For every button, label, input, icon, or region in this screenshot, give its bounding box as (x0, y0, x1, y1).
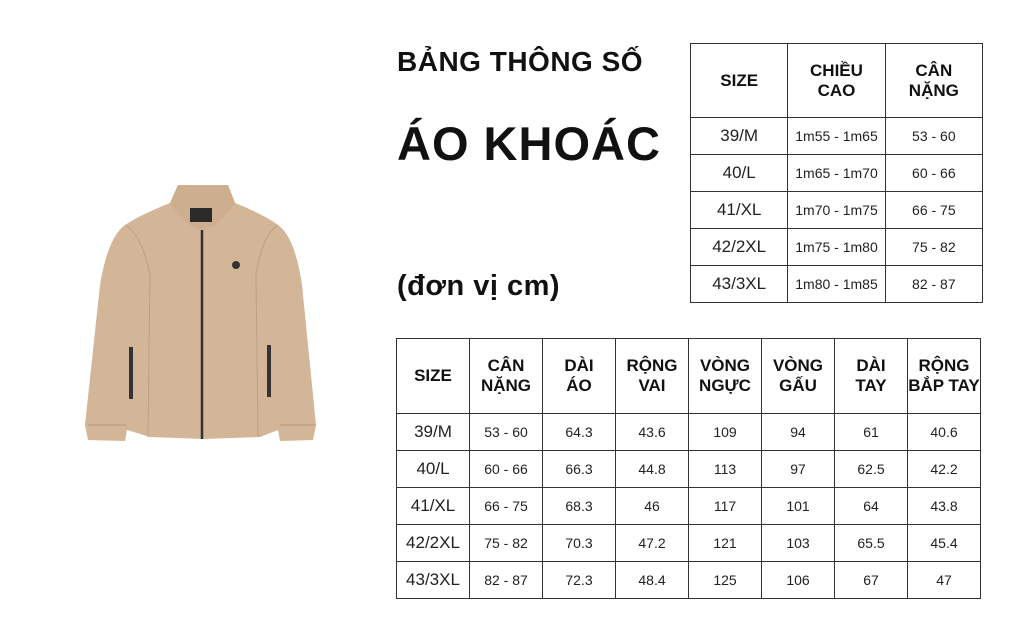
value-cell: 94 (761, 413, 835, 451)
value-cell: 60 - 66 (884, 154, 984, 192)
size-cell: 43/3XL (689, 265, 789, 303)
value-cell: 43.8 (907, 487, 981, 525)
value-cell: 101 (761, 487, 835, 525)
header-label: CÂN NẶNG (480, 356, 532, 395)
table-row: 42/2XL 75 - 82 70.3 47.2 121 103 65.5 45.4 (396, 524, 981, 562)
value-cell: 66.3 (542, 450, 616, 488)
header-label: DÀI ÁO (564, 356, 594, 395)
value-cell: 68.3 (542, 487, 616, 525)
value-cell: 45.4 (907, 524, 981, 562)
header-label: RỘNG VAI (626, 356, 678, 395)
header-label: VÒNG NGỰC (699, 356, 751, 395)
value-cell: 113 (688, 450, 762, 488)
value-cell: 62.5 (834, 450, 908, 488)
header-cell: RỘNG BẮP TAY (907, 338, 981, 414)
value-cell: 82 - 87 (884, 265, 984, 303)
header-height: CHIỀU CAO (787, 43, 886, 118)
header-label: RỘNG BẮP TAY (908, 356, 980, 395)
size-cell: 42/2XL (689, 228, 789, 266)
value-cell: 64 (834, 487, 908, 525)
header-cell: VÒNG NGỰC (688, 338, 762, 414)
title-size-chart: BẢNG THÔNG SỐ (397, 46, 644, 77)
value-cell: 53 - 60 (469, 413, 543, 451)
value-cell: 1m70 - 1m75 (787, 191, 886, 229)
size-cell: 39/M (689, 117, 789, 155)
jacket-image (85, 185, 316, 441)
value-cell: 75 - 82 (469, 524, 543, 562)
value-cell: 1m80 - 1m85 (787, 265, 886, 303)
value-cell: 43.6 (615, 413, 689, 451)
table-header-row: SIZE CÂN NẶNG DÀI ÁO RỘNG VAI VÒNG NGỰC VÒNG … (396, 338, 981, 414)
size-cell: 39/M (396, 413, 470, 451)
header-label: SIZE (414, 366, 452, 385)
value-cell: 42.2 (907, 450, 981, 488)
header-cell: DÀI ÁO (542, 338, 616, 414)
size-cell: 41/XL (689, 191, 789, 229)
value-cell: 67 (834, 561, 908, 599)
table-row: 41/XL 66 - 75 68.3 46 117 101 64 43.8 (396, 487, 981, 525)
table-header-row: SIZE CHIỀU CAO CÂN NẶNG (689, 43, 984, 118)
header-cell: DÀI TAY (834, 338, 908, 414)
header-height-label: CHIỀU CAO (810, 60, 863, 100)
value-cell: 109 (688, 413, 762, 451)
header-label: VÒNG GẤU (772, 356, 824, 395)
header-label: DÀI TAY (855, 356, 887, 395)
header-cell: SIZE (396, 338, 470, 414)
value-cell: 61 (834, 413, 908, 451)
table-row: 43/3XL 1m80 - 1m85 82 - 87 (689, 265, 984, 303)
header-size: SIZE (689, 43, 789, 118)
value-cell: 66 - 75 (884, 191, 984, 229)
value-cell: 44.8 (615, 450, 689, 488)
table-row: 42/2XL 1m75 - 1m80 75 - 82 (689, 228, 984, 266)
title-product: ÁO KHOÁC (397, 117, 661, 170)
header-weight: CÂN NẶNG (884, 43, 984, 118)
value-cell: 47 (907, 561, 981, 599)
value-cell: 1m65 - 1m70 (787, 154, 886, 192)
size-cell: 41/XL (396, 487, 470, 525)
measurement-table: SIZE CÂN NẶNG DÀI ÁO RỘNG VAI VÒNG NGỰC VÒNG … (396, 338, 981, 599)
value-cell: 46 (615, 487, 689, 525)
value-cell: 75 - 82 (884, 228, 984, 266)
value-cell: 125 (688, 561, 762, 599)
value-cell: 65.5 (834, 524, 908, 562)
table-row: 43/3XL 82 - 87 72.3 48.4 125 106 67 47 (396, 561, 981, 599)
value-cell: 82 - 87 (469, 561, 543, 599)
table-row: 41/XL 1m70 - 1m75 66 - 75 (689, 191, 984, 229)
header-cell: RỘNG VAI (615, 338, 689, 414)
size-cell: 40/L (396, 450, 470, 488)
table-row: 40/L 60 - 66 66.3 44.8 113 97 62.5 42.2 (396, 450, 981, 488)
size-cell: 42/2XL (396, 524, 470, 562)
value-cell: 121 (688, 524, 762, 562)
value-cell: 70.3 (542, 524, 616, 562)
header-cell: VÒNG GẤU (761, 338, 835, 414)
table-row: 40/L 1m65 - 1m70 60 - 66 (689, 154, 984, 192)
value-cell: 72.3 (542, 561, 616, 599)
value-cell: 48.4 (615, 561, 689, 599)
size-cell: 40/L (689, 154, 789, 192)
value-cell: 40.6 (907, 413, 981, 451)
value-cell: 97 (761, 450, 835, 488)
size-cell: 43/3XL (396, 561, 470, 599)
value-cell: 103 (761, 524, 835, 562)
table-row: 39/M 53 - 60 64.3 43.6 109 94 61 40.6 (396, 413, 981, 451)
value-cell: 117 (688, 487, 762, 525)
value-cell: 106 (761, 561, 835, 599)
value-cell: 1m55 - 1m65 (787, 117, 886, 155)
value-cell: 66 - 75 (469, 487, 543, 525)
unit-note: (đơn vị cm) (397, 270, 561, 302)
header-weight-label: CÂN NẶNG (908, 60, 959, 100)
value-cell: 60 - 66 (469, 450, 543, 488)
header-cell: CÂN NẶNG (469, 338, 543, 414)
value-cell: 47.2 (615, 524, 689, 562)
height-weight-table: SIZE CHIỀU CAO CÂN NẶNG 39/M 1m55 - 1m65 5… (689, 43, 984, 303)
header-size-label: SIZE (720, 70, 759, 90)
value-cell: 1m75 - 1m80 (787, 228, 886, 266)
table-row: 39/M 1m55 - 1m65 53 - 60 (689, 117, 984, 155)
value-cell: 64.3 (542, 413, 616, 451)
value-cell: 53 - 60 (884, 117, 984, 155)
